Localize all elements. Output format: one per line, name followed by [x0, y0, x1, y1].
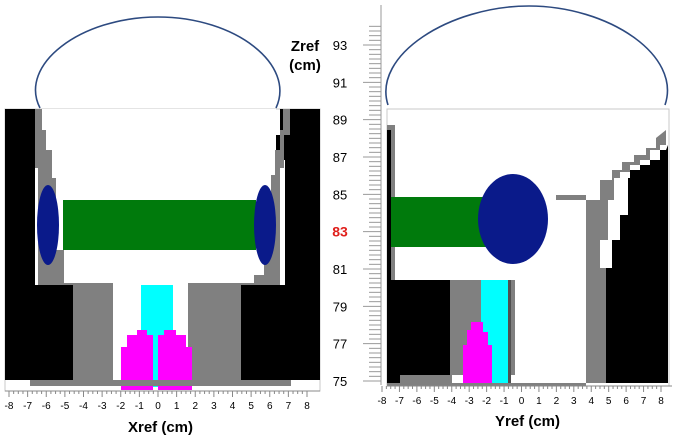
right-gray-wall [586, 130, 666, 383]
left-x-tick-label: -2 [116, 401, 125, 412]
right-y-tick-label: 4 [588, 396, 594, 407]
right-black-left-strip [387, 130, 391, 280]
left-x-tick-label: 2 [192, 401, 198, 412]
right-y-tick-label: -4 [447, 396, 456, 407]
z-tick-label: 93 [333, 38, 347, 53]
right-y-tick-label: 5 [606, 396, 612, 407]
right-y-tick-label: -8 [378, 396, 387, 407]
right-gray-lip [556, 195, 586, 200]
left-axis-label: Xref (cm) [128, 419, 193, 435]
z-tick-label: 75 [333, 374, 347, 389]
left-gray-sill [30, 380, 290, 386]
right-navy-sphere [478, 174, 548, 264]
z-tick-label: 87 [333, 150, 347, 165]
left-x-tick-label: -6 [42, 401, 51, 412]
right-y-tick-label: -5 [430, 396, 439, 407]
left-x-tick-label: -1 [135, 401, 144, 412]
left-ruler-minor-ticks [8, 391, 308, 397]
left-x-tick-labels: -8 -7 -6 -5 -4 -3 -2 -1 0 1 2 3 4 5 6 7 8 [5, 401, 311, 412]
right-ruler-minor-ticks [381, 386, 662, 392]
left-x-tick-label: 6 [267, 401, 273, 412]
left-x-tick-label: -7 [23, 401, 32, 412]
right-y-tick-label: 8 [658, 396, 664, 407]
left-x-tick-label: 3 [211, 401, 217, 412]
left-x-tick-label: 5 [248, 401, 254, 412]
left-x-tick-label: -5 [60, 401, 69, 412]
right-y-tick-label: -3 [465, 396, 474, 407]
right-y-tick-label: -6 [412, 396, 421, 407]
left-dome-outline [34, 16, 281, 109]
z-tick-label: 85 [333, 187, 347, 202]
right-y-tick-label: 1 [536, 396, 542, 407]
z-axis-label-line1: Zref [291, 38, 320, 55]
right-y-tick-label: 7 [641, 396, 647, 407]
z-axis: 93 91 89 87 85 83 81 79 77 75 Zref (cm) [289, 5, 382, 389]
z-tick-label: 79 [333, 299, 347, 314]
left-green-cylinder [63, 200, 256, 250]
left-x-tick-label: -8 [5, 401, 14, 412]
left-black-outer-left [5, 109, 73, 380]
left-x-tick-label: 0 [155, 401, 161, 412]
right-y-tick-label: 3 [571, 396, 577, 407]
left-x-tick-label: 8 [304, 401, 310, 412]
right-green-cylinder [391, 197, 488, 247]
z-tick-label: 77 [333, 337, 347, 352]
right-black-outer-left [387, 280, 450, 383]
left-panel: -8 -7 -6 -5 -4 -3 -2 -1 0 1 2 3 4 5 6 7 8 Xref (cm) [4, 16, 321, 435]
left-x-tick-label: 1 [174, 401, 180, 412]
right-dome-outline [385, 5, 669, 106]
z-ruler-minor-ticks [363, 25, 381, 382]
z-tick-label: 81 [333, 262, 347, 277]
z-tick-label: 91 [333, 75, 347, 90]
left-x-tick-label: 7 [286, 401, 292, 412]
right-gray-sill [387, 375, 586, 386]
left-x-tick-label: -3 [98, 401, 107, 412]
right-y-tick-label: -1 [500, 396, 509, 407]
right-panel: -8 -7 -6 -5 -4 -3 -2 -1 0 1 2 3 4 5 6 7 8 Yref (cm) [378, 5, 672, 430]
left-navy-end-left [37, 185, 59, 265]
left-x-tick-label: 4 [230, 401, 236, 412]
left-magenta-target [121, 330, 153, 390]
right-y-tick-label: 0 [519, 396, 525, 407]
right-y-tick-labels: -8 -7 -6 -5 -4 -3 -2 -1 0 1 2 3 4 5 6 7 8 [378, 396, 665, 407]
z-tick-label: 83 [332, 224, 348, 240]
right-black-outer-right [606, 145, 668, 383]
z-axis-label-line2: (cm) [289, 57, 321, 74]
right-y-tick-label: 2 [554, 396, 560, 407]
z-tick-labels: 93 91 89 87 85 83 81 79 77 75 [332, 38, 348, 389]
right-axis-label: Yref (cm) [495, 413, 560, 430]
left-white-cavity [42, 109, 276, 283]
right-magenta-target [463, 322, 492, 385]
left-magenta-target-2 [158, 330, 192, 390]
left-navy-end-right [254, 185, 276, 265]
right-y-tick-label: -2 [482, 396, 491, 407]
right-y-tick-label: 6 [623, 396, 629, 407]
right-dark-line [508, 280, 511, 383]
left-black-outer-right [241, 109, 320, 380]
left-x-tick-label: -4 [79, 401, 88, 412]
z-tick-label: 89 [333, 113, 347, 128]
right-y-tick-label: -7 [395, 396, 404, 407]
